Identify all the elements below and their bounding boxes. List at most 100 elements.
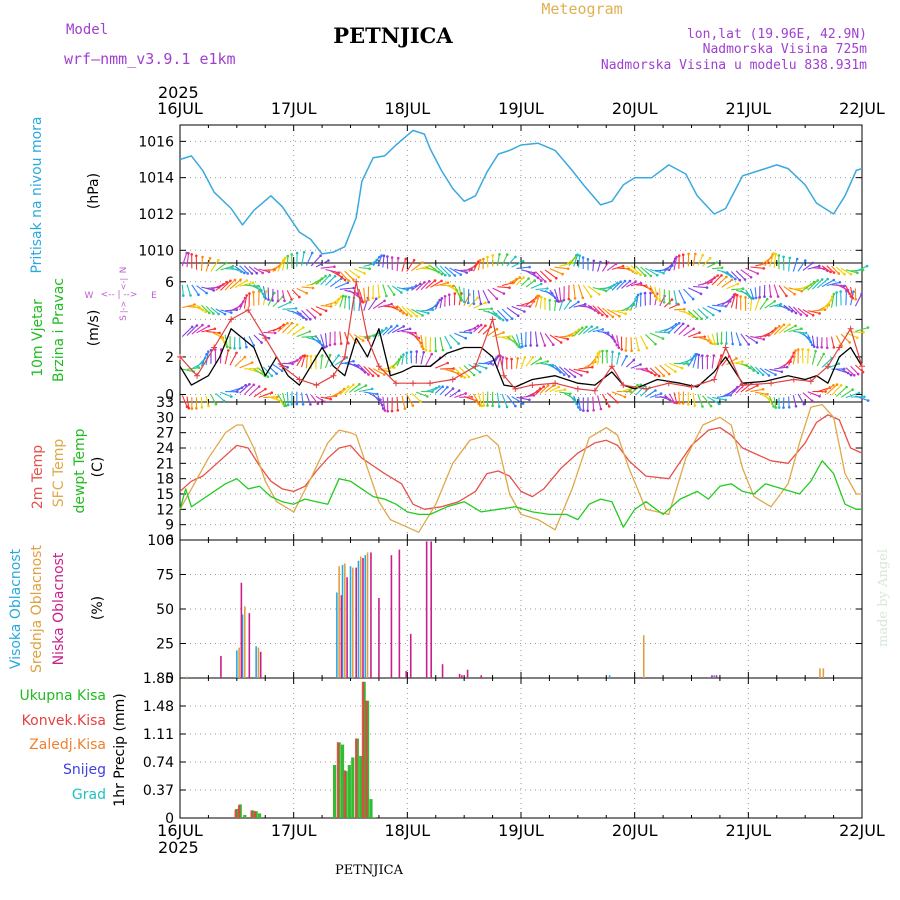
- wind-arrow: [811, 335, 815, 347]
- wind-gust-point: [807, 378, 814, 385]
- wind-arrow-head: [347, 342, 350, 345]
- wind-arrow: [301, 392, 304, 405]
- y-tick-label: 75: [156, 568, 174, 584]
- wind-arrow-head: [756, 371, 760, 375]
- wind-arrow-head: [230, 311, 233, 315]
- wind-arrow: [850, 365, 859, 375]
- wind-arrow: [621, 304, 635, 312]
- wind-arrow-head: [402, 353, 405, 356]
- wind-arrow-head: [754, 296, 758, 300]
- wind-arrow: [601, 393, 610, 407]
- svg-text:<-- | -->: <-- | -->: [101, 290, 138, 300]
- y-tick-label: 0: [165, 387, 174, 403]
- wind-arrow: [473, 324, 482, 333]
- wind-arrow: [506, 307, 519, 317]
- wind-arrow: [597, 261, 602, 272]
- wind-arrow-head: [618, 314, 621, 318]
- wind-arrow-head: [343, 278, 347, 282]
- precip-convective-bar: [234, 809, 237, 818]
- wind-arrow: [702, 306, 714, 316]
- wind-arrow-head: [267, 298, 270, 301]
- wind-arrow: [664, 299, 673, 308]
- wind-ylabel-1: 10m Vjetar: [30, 299, 46, 377]
- wind-arrow-head: [601, 313, 604, 317]
- wind-arrow-head: [546, 287, 549, 290]
- wind-arrow-head: [280, 369, 284, 373]
- wind-arrow-head: [697, 353, 701, 357]
- wind-arrow-head: [289, 300, 292, 304]
- wind-arrow: [396, 356, 402, 367]
- wind-arrow-head: [675, 255, 678, 259]
- wind-arrow: [444, 388, 454, 397]
- wind-arrow: [468, 325, 479, 332]
- wind-arrow: [234, 301, 244, 312]
- wind-arrow: [549, 334, 562, 343]
- wind-arrow: [248, 284, 262, 291]
- wind-arrow: [597, 306, 608, 317]
- wind-arrow-head: [687, 252, 690, 256]
- wind-arrow-head: [428, 349, 432, 353]
- wind-arrow: [239, 265, 249, 274]
- wind-arrow-head: [531, 356, 535, 359]
- wind-arrow: [411, 283, 421, 291]
- wind-arrow-head: [377, 295, 381, 299]
- model-name: wrf—nmm_v3.9.1 e1km: [64, 50, 236, 68]
- wind-arrow: [320, 396, 331, 400]
- wind-arrow-head: [229, 279, 232, 283]
- compass-n: N: [119, 267, 129, 274]
- precip-convective-bar: [237, 805, 241, 818]
- wind-arrow: [200, 256, 204, 271]
- wind-arrow-head: [182, 294, 185, 297]
- wind-arrow-head: [569, 299, 572, 303]
- wind-arrow-head: [636, 383, 639, 387]
- wind-arrow: [826, 363, 840, 370]
- wind-arrow-head: [639, 292, 643, 296]
- wind-arrow: [406, 259, 415, 272]
- wind-arrow-head: [662, 374, 665, 378]
- wind-arrow: [282, 322, 293, 334]
- wind-arrow-head: [674, 370, 677, 373]
- wind-arrow: [635, 294, 639, 308]
- wind-arrow-head: [577, 406, 580, 409]
- wind-arrow-head: [595, 326, 599, 329]
- y-tick-label: 50: [156, 602, 174, 618]
- wind-arrow-head: [283, 299, 286, 303]
- wind-arrow: [692, 309, 703, 320]
- wind-arrow-head: [643, 274, 647, 277]
- compass-w: W: [85, 291, 94, 301]
- wind-arrow-head: [670, 298, 674, 301]
- wind-arrow-head: [567, 375, 571, 378]
- wind-arrow: [492, 331, 504, 338]
- wind-arrow: [420, 280, 430, 291]
- wind-arrow: [793, 287, 808, 290]
- wind-arrow: [702, 277, 715, 286]
- wind-arrow-head: [659, 392, 663, 395]
- wind-arrow-head: [720, 266, 724, 270]
- wind-arrow-head: [687, 403, 690, 406]
- wind-arrow-head: [816, 346, 819, 349]
- wind-arrow: [320, 305, 332, 307]
- wind-arrow: [573, 254, 579, 267]
- wind-arrow-head: [866, 326, 870, 329]
- wind-arrow-head: [377, 374, 380, 378]
- wind-arrow-head: [729, 393, 732, 397]
- compass-e: E: [151, 291, 157, 301]
- wind-arrow-head: [443, 295, 447, 298]
- product-title: Meteogram: [541, 0, 622, 18]
- wind-arrow-head: [453, 274, 457, 277]
- elevation-label: Nadmorska Visina 725m: [703, 42, 868, 57]
- wind-arrow-head: [546, 360, 549, 363]
- wind-arrow-head: [276, 395, 279, 399]
- wind-arrow: [234, 356, 246, 367]
- wind-arrow: [597, 351, 601, 365]
- wind-arrow-head: [756, 384, 759, 387]
- wind-arrow-head: [578, 254, 581, 257]
- wind-arrow-head: [752, 297, 755, 300]
- wind-arrow-head: [549, 279, 552, 283]
- wind-arrow-head: [484, 301, 487, 305]
- wind-gust-point: [643, 385, 650, 392]
- wind-arrow-head: [709, 404, 713, 408]
- wind-arrow: [792, 306, 802, 315]
- wind-arrow: [239, 297, 246, 311]
- wind-arrow: [664, 394, 673, 402]
